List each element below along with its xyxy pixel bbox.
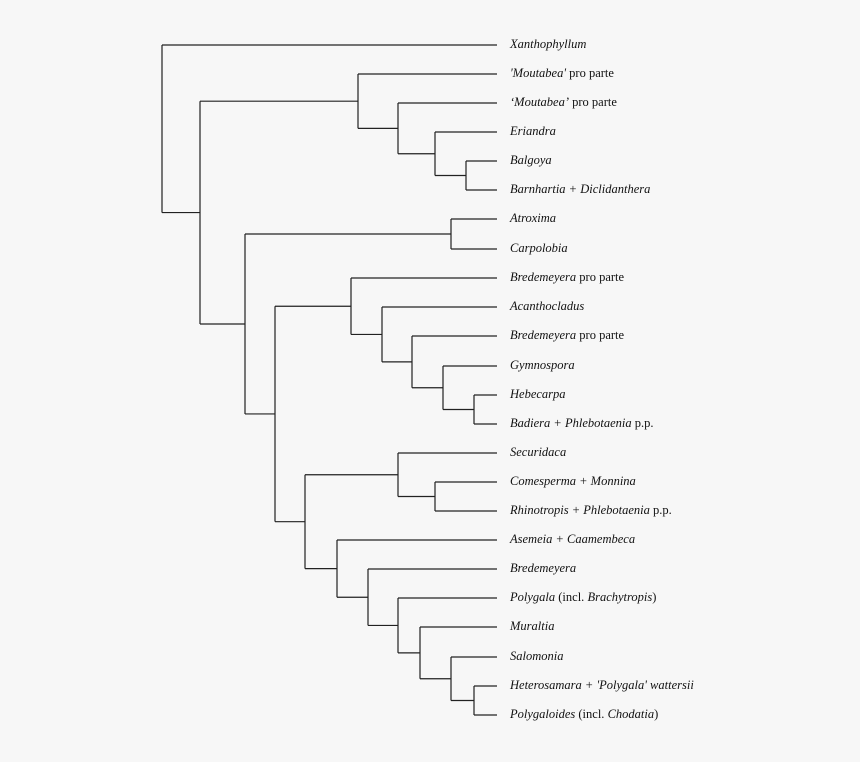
- taxon-label-segment: p.p.: [631, 416, 654, 430]
- taxon-label-segment: Asemeia + Caamembeca: [510, 532, 636, 546]
- taxon-label: Muraltia: [510, 619, 554, 633]
- taxon-label-segment: Chodatia: [607, 707, 655, 721]
- taxon-label: Atroxima: [510, 211, 556, 225]
- taxon-label-segment: Carpolobia: [510, 241, 568, 255]
- taxon-label: Gymnospora: [510, 358, 575, 372]
- taxon-label-segment: Rhinotropis + Phlebotaenia: [510, 503, 650, 517]
- taxon-label-segment: Brachytropis: [587, 590, 653, 604]
- taxon-label-segment: Comesperma + Monnina: [510, 474, 636, 488]
- taxon-label-segment: Acanthocladus: [510, 299, 585, 313]
- taxon-label-segment: Bredemeyera: [510, 328, 577, 342]
- taxon-label: Badiera + Phlebotaenia p.p.: [510, 416, 653, 430]
- taxon-label: Balgoya: [510, 153, 552, 167]
- taxon-label-segment: pro parte: [569, 95, 617, 109]
- taxon-label: Asemeia + Caamembeca: [510, 532, 635, 546]
- taxon-label: Hebecarpa: [510, 387, 566, 401]
- taxon-label-segment: Securidaca: [510, 445, 567, 459]
- taxon-label: Heterosamara + 'Polygala' wattersii: [510, 678, 694, 692]
- taxon-label-segment: Balgoya: [510, 153, 552, 167]
- taxon-label: Eriandra: [510, 124, 556, 138]
- taxon-label-segment: p.p.: [649, 503, 672, 517]
- taxon-label-segment: Polygaloides: [510, 707, 576, 721]
- taxon-label-segment: Muraltia: [510, 619, 555, 633]
- taxon-label: Bredemeyera pro parte: [510, 328, 624, 342]
- taxon-label-segment: pro parte: [576, 270, 625, 284]
- taxon-label-segment: Gymnospora: [510, 358, 575, 372]
- taxon-label: Polygala (incl. Brachytropis): [510, 590, 656, 604]
- taxon-label: Polygaloides (incl. Chodatia): [510, 707, 658, 721]
- taxon-label: Bredemeyera: [510, 561, 576, 575]
- taxon-label: Bredemeyera pro parte: [510, 270, 624, 284]
- taxon-label: Barnhartia + Diclidanthera: [510, 182, 650, 196]
- taxon-label-segment: Hebecarpa: [510, 387, 566, 401]
- taxon-label-segment: Polygala: [510, 590, 556, 604]
- taxon-label: Xanthophyllum: [510, 37, 586, 51]
- taxon-label: Acanthocladus: [510, 299, 584, 313]
- taxon-label-segment: Badiera + Phlebotaenia: [510, 416, 632, 430]
- taxon-label-segment: ): [652, 590, 657, 604]
- taxon-label-segment: Bredemeyera: [510, 561, 577, 575]
- taxon-label-segment: Heterosamara + 'Polygala' wattersii: [510, 678, 694, 692]
- taxon-label-segment: pro parte: [576, 328, 625, 342]
- taxon-label-segment: ‘Moutabea’: [510, 95, 570, 109]
- taxon-label-segment: Barnhartia + Diclidanthera: [510, 182, 651, 196]
- taxon-label-segment: (incl.: [575, 707, 608, 721]
- taxon-label-segment: (incl.: [555, 590, 588, 604]
- taxon-label-segment: Atroxima: [510, 211, 557, 225]
- taxon-label: Salomonia: [510, 649, 563, 663]
- taxon-label: ‘Moutabea’ pro parte: [510, 95, 617, 109]
- taxon-label-segment: Xanthophyllum: [510, 37, 587, 51]
- taxon-label: Rhinotropis + Phlebotaenia p.p.: [510, 503, 672, 517]
- taxon-label-segment: ): [654, 707, 659, 721]
- taxon-label: 'Moutabea' pro parte: [510, 66, 614, 80]
- taxon-label-segment: Eriandra: [510, 124, 556, 138]
- taxon-label: Securidaca: [510, 445, 566, 459]
- taxon-label-segment: Salomonia: [510, 649, 564, 663]
- taxon-label: Comesperma + Monnina: [510, 474, 636, 488]
- taxon-label-segment: 'Moutabea': [510, 66, 567, 80]
- taxon-label-segment: Bredemeyera: [510, 270, 577, 284]
- taxon-label-segment: pro parte: [566, 66, 614, 80]
- taxon-label: Carpolobia: [510, 241, 568, 255]
